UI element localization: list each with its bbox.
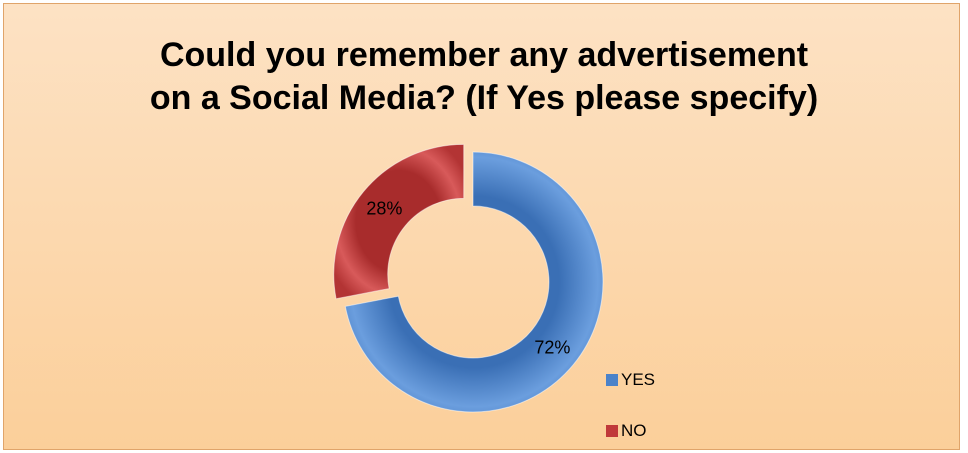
chart-title: Could you remember any advertisement on … [0, 34, 968, 120]
chart-title-line-1: Could you remember any advertisement [159, 36, 809, 74]
legend-item-yes: YES [606, 369, 655, 391]
legend-swatch-no [606, 425, 618, 437]
legend-label-no: NO [621, 421, 647, 440]
data-label-no: 28% [366, 199, 402, 219]
legend-swatch-yes [606, 374, 618, 386]
legend-label-yes: YES [621, 370, 656, 389]
data-label-yes: 72% [534, 338, 570, 358]
slice-no [333, 143, 465, 300]
slice-yes [344, 151, 604, 413]
legend-item-no: NO [606, 420, 647, 442]
chart-title-line-2: on a Social Media? (If Yes please specif… [149, 79, 819, 117]
